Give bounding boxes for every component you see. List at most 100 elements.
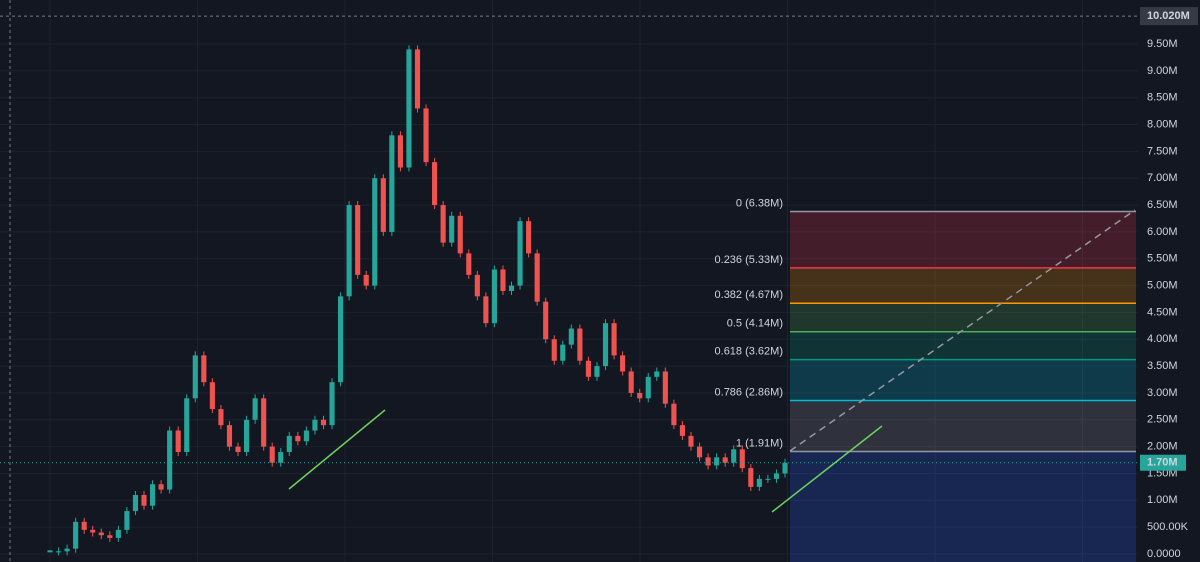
candle — [167, 430, 173, 490]
candle — [312, 419, 318, 431]
y-tick-label: 3.50M — [1147, 360, 1178, 372]
candle — [517, 221, 523, 286]
candle — [64, 548, 70, 552]
crosshair-price-label: 10.020M — [1147, 10, 1190, 22]
last-price-label: 1.70M — [1147, 457, 1178, 469]
candle — [261, 398, 267, 447]
y-tick-label: 5.00M — [1147, 279, 1178, 291]
candle — [303, 430, 309, 442]
grid — [0, 0, 1138, 562]
candle — [449, 215, 455, 243]
candle — [269, 446, 275, 463]
trend-line — [771, 425, 883, 513]
candle — [645, 376, 651, 399]
candle — [560, 344, 566, 361]
candle — [406, 49, 412, 168]
candle — [90, 529, 96, 533]
fib-level-label: 0 (6.38M) — [736, 197, 783, 209]
y-tick-label: 0.0000 — [1147, 548, 1181, 560]
candle — [252, 398, 258, 420]
fib-level-label: 0.382 (4.67M) — [715, 289, 783, 301]
candle — [654, 371, 660, 377]
candle — [474, 274, 480, 297]
candle — [320, 419, 327, 426]
price-axis-labels: 0.0000500.00K1.00M1.50M2.00M2.50M3.00M3.… — [1140, 7, 1198, 560]
candle — [218, 409, 224, 426]
candle — [423, 108, 429, 163]
y-tick-label: 5.50M — [1147, 253, 1178, 265]
candle — [278, 452, 284, 463]
candle — [594, 366, 600, 377]
fib-zone — [790, 303, 1136, 332]
candle — [158, 484, 164, 490]
candle — [141, 494, 147, 506]
candle — [201, 355, 207, 383]
candle — [765, 478, 771, 480]
fib-level-label: 0.236 (5.33M) — [715, 254, 783, 266]
candle — [440, 205, 446, 243]
y-tick-label: 2.00M — [1147, 441, 1178, 453]
candle — [432, 162, 438, 206]
candle — [98, 532, 104, 536]
y-tick-label: 6.50M — [1147, 199, 1178, 211]
candle — [602, 323, 609, 367]
candle — [628, 371, 634, 393]
candle — [107, 535, 113, 538]
candle — [55, 551, 62, 553]
fib-level-label: 0.618 (3.62M) — [715, 346, 783, 358]
candle — [81, 521, 87, 530]
fib-zone — [790, 211, 1136, 268]
last-price-box — [1140, 454, 1186, 471]
candle — [679, 425, 686, 436]
fib-trend-line — [789, 209, 1136, 452]
candle — [329, 382, 335, 426]
candle — [577, 328, 583, 361]
candle — [526, 221, 532, 254]
fib-zone — [790, 400, 1136, 452]
candle — [175, 430, 181, 453]
y-tick-label: 9.50M — [1147, 38, 1178, 50]
fib-zone — [790, 331, 1136, 360]
candles — [0, 45, 1138, 556]
candle — [286, 435, 292, 453]
candle — [748, 468, 754, 487]
candle — [722, 457, 728, 463]
candle — [115, 529, 121, 538]
candle — [457, 215, 463, 254]
candle — [192, 355, 198, 399]
candle — [705, 457, 711, 466]
y-tick-label: 4.00M — [1147, 333, 1178, 345]
candle — [355, 205, 361, 275]
fib-zone — [790, 267, 1136, 304]
candle — [611, 323, 617, 356]
fib-lower-zone — [790, 451, 1136, 562]
candle — [491, 269, 497, 324]
candle — [235, 446, 241, 453]
candle — [483, 296, 489, 324]
candle — [209, 382, 215, 410]
candle — [620, 355, 626, 372]
candle — [244, 419, 250, 453]
candle — [756, 478, 762, 487]
candle — [500, 269, 506, 291]
y-tick-label: 8.00M — [1147, 118, 1178, 130]
y-tick-label: 4.50M — [1147, 306, 1178, 318]
candle — [508, 285, 515, 291]
candle — [414, 49, 421, 109]
candle — [397, 135, 403, 168]
y-tick-label: 3.00M — [1147, 387, 1178, 399]
candle — [782, 462, 788, 474]
y-tick-label: 2.50M — [1147, 414, 1178, 426]
candle — [739, 449, 745, 469]
candle — [637, 392, 643, 399]
candle — [380, 178, 386, 232]
candle — [47, 550, 53, 553]
fib-level-label: 1 (1.91M) — [736, 437, 783, 449]
candle — [731, 449, 737, 463]
candle — [696, 446, 703, 458]
candle — [534, 253, 540, 302]
candle — [363, 274, 369, 286]
